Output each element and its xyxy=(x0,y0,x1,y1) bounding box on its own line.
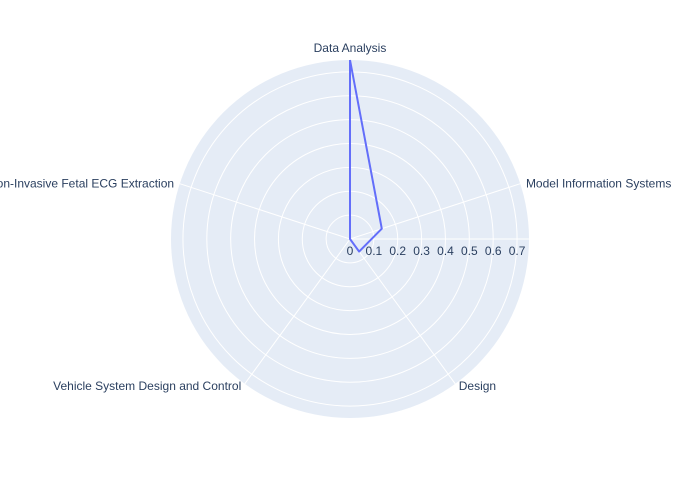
radial-tick-label: 0.1 xyxy=(366,244,383,258)
category-label: Non-Invasive Fetal ECG Extraction xyxy=(0,177,174,191)
radial-tick-label: 0.5 xyxy=(461,244,478,258)
category-label: Data Analysis xyxy=(314,41,387,55)
angular-grid-spoke xyxy=(244,238,351,385)
radial-tick-label: 0.2 xyxy=(389,244,406,258)
category-label: Vehicle System Design and Control xyxy=(53,379,241,393)
radial-tick-label: 0.4 xyxy=(437,244,454,258)
category-label: Design xyxy=(459,379,496,393)
radial-tick-label: 0.7 xyxy=(509,244,526,258)
radial-tick-label: 0.3 xyxy=(413,244,430,258)
category-label: Model Information Systems xyxy=(526,177,671,191)
series-line xyxy=(349,59,383,253)
radial-tick-label: 0.6 xyxy=(485,244,502,258)
angular-grid-spoke xyxy=(179,183,351,240)
angular-grid-spoke xyxy=(349,183,521,240)
angular-grid-spoke xyxy=(349,238,456,385)
radial-tick-label: 0 xyxy=(347,244,354,258)
